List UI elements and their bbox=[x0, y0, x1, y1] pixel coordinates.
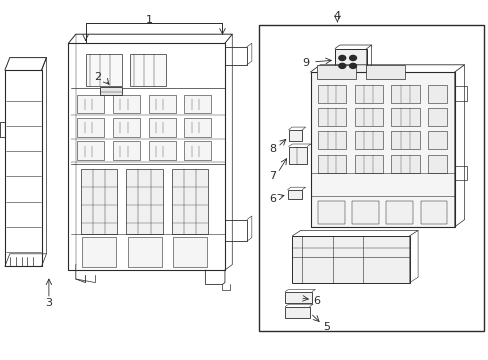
Bar bbox=[427, 108, 447, 126]
Bar bbox=[81, 169, 117, 234]
Bar bbox=[100, 87, 122, 95]
Bar bbox=[317, 155, 346, 173]
Circle shape bbox=[338, 63, 345, 68]
Bar bbox=[148, 118, 175, 137]
Bar bbox=[126, 169, 163, 234]
Text: 2: 2 bbox=[94, 72, 101, 82]
Bar bbox=[390, 155, 419, 173]
Text: 6: 6 bbox=[313, 296, 320, 306]
Bar bbox=[310, 72, 454, 227]
Bar bbox=[288, 130, 302, 141]
Bar bbox=[77, 141, 104, 160]
Bar bbox=[129, 54, 166, 86]
Bar bbox=[365, 65, 404, 79]
Bar bbox=[259, 25, 483, 331]
Bar bbox=[292, 236, 409, 283]
Bar bbox=[317, 131, 346, 149]
Text: 5: 5 bbox=[323, 322, 329, 332]
Bar bbox=[184, 95, 211, 113]
Bar bbox=[351, 201, 378, 224]
Bar bbox=[173, 237, 207, 267]
Text: 8: 8 bbox=[269, 144, 276, 154]
Bar bbox=[427, 131, 447, 149]
Bar bbox=[316, 65, 355, 79]
Text: 3: 3 bbox=[45, 298, 52, 308]
Bar bbox=[113, 141, 140, 160]
Bar bbox=[427, 155, 447, 173]
Bar bbox=[334, 49, 366, 72]
Circle shape bbox=[349, 55, 356, 60]
Bar bbox=[317, 201, 344, 224]
Text: 9: 9 bbox=[302, 58, 308, 68]
Bar bbox=[285, 292, 311, 303]
Text: 6: 6 bbox=[269, 194, 276, 204]
Bar bbox=[386, 201, 412, 224]
Bar bbox=[390, 85, 419, 103]
Bar bbox=[354, 155, 382, 173]
Bar bbox=[148, 141, 175, 160]
Text: 7: 7 bbox=[269, 171, 276, 181]
Bar bbox=[390, 108, 419, 126]
Bar bbox=[354, 131, 382, 149]
Bar bbox=[354, 108, 382, 126]
Text: 1: 1 bbox=[145, 15, 152, 25]
Bar bbox=[77, 118, 104, 137]
Bar bbox=[113, 118, 140, 137]
Bar bbox=[317, 85, 346, 103]
Bar bbox=[317, 108, 346, 126]
Bar bbox=[354, 85, 382, 103]
Bar bbox=[285, 307, 309, 318]
Circle shape bbox=[338, 55, 345, 60]
Bar bbox=[171, 169, 208, 234]
Bar bbox=[420, 201, 447, 224]
Bar bbox=[184, 118, 211, 137]
Bar bbox=[77, 95, 104, 113]
Bar bbox=[427, 85, 447, 103]
Bar bbox=[148, 95, 175, 113]
Text: 4: 4 bbox=[333, 11, 340, 21]
Bar bbox=[184, 141, 211, 160]
Bar bbox=[287, 190, 302, 199]
Bar bbox=[288, 147, 306, 164]
Bar bbox=[390, 131, 419, 149]
Bar bbox=[82, 237, 116, 267]
Bar bbox=[113, 95, 140, 113]
Bar bbox=[85, 54, 122, 86]
Circle shape bbox=[349, 63, 356, 68]
Bar bbox=[127, 237, 162, 267]
